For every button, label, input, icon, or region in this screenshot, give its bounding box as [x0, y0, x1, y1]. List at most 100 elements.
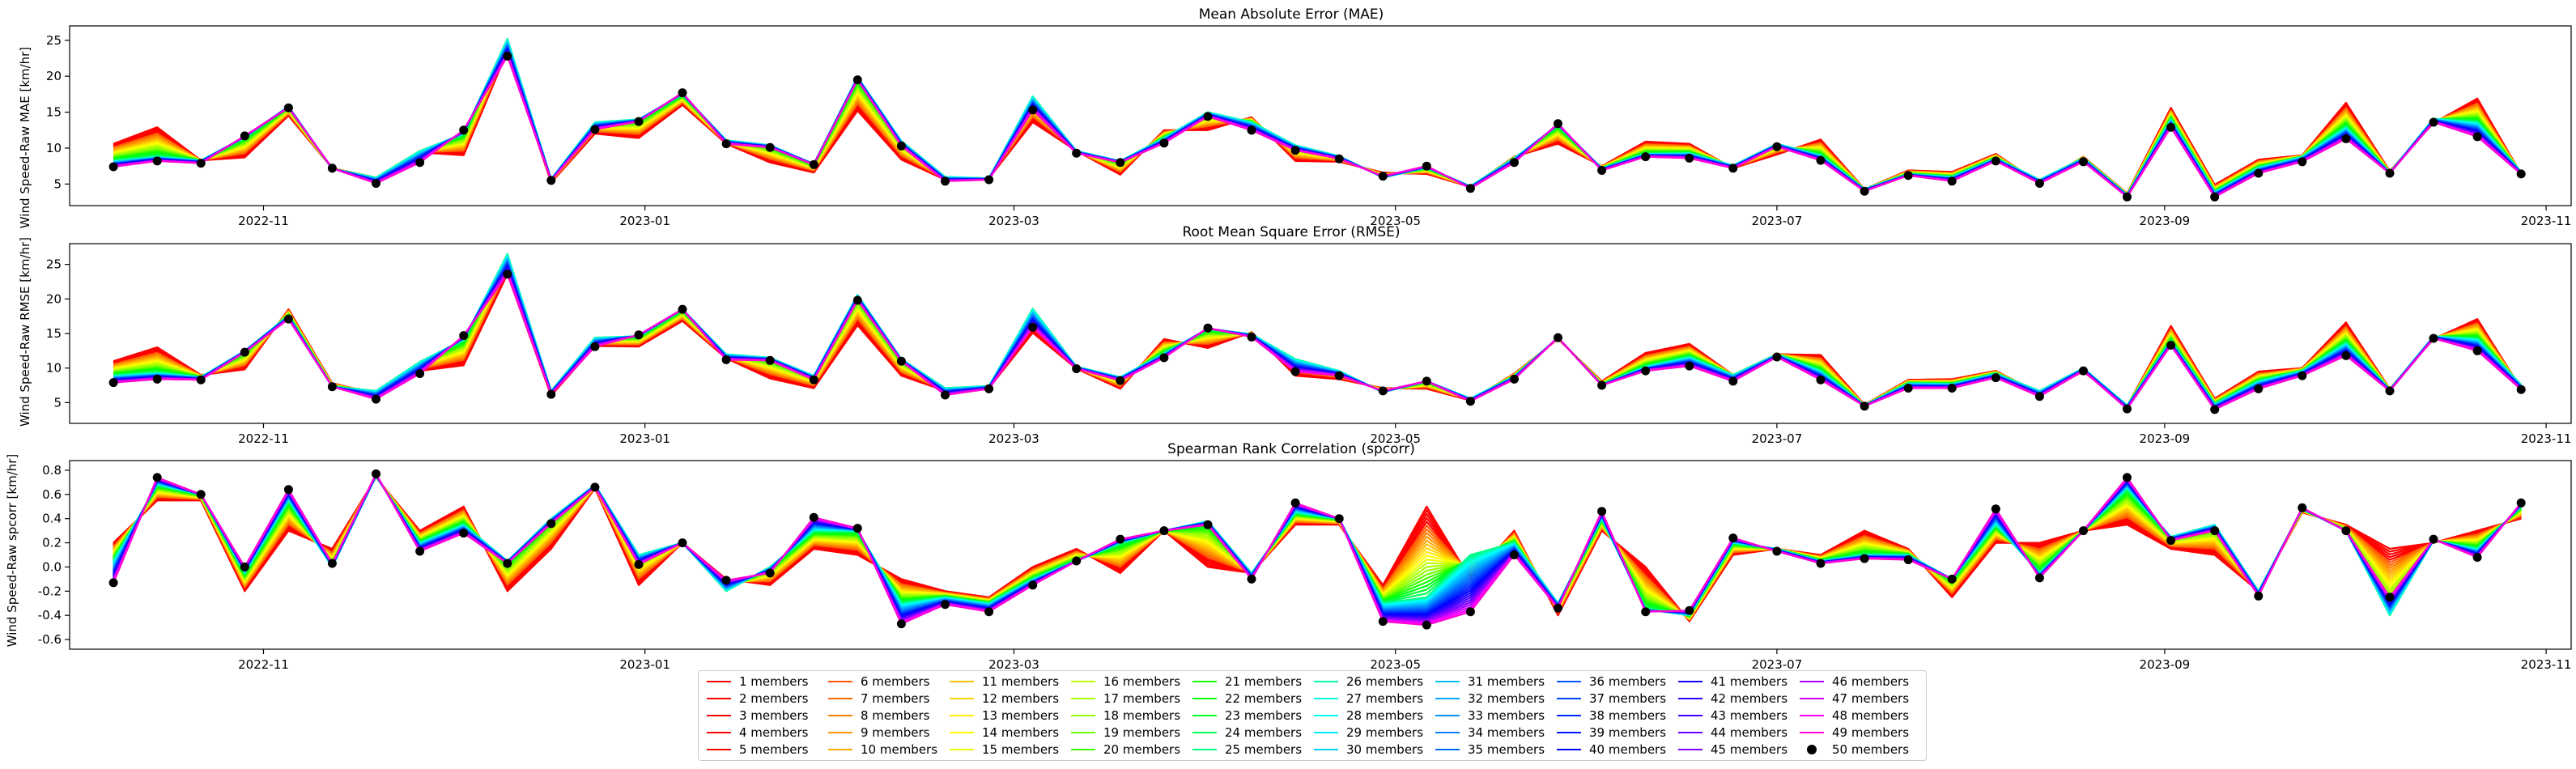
spcorr-point-50-members: [2034, 573, 2044, 583]
legend-line-swatch: [707, 731, 731, 733]
mae-point-50-members: [1028, 105, 1038, 115]
spcorr-ytick-label: 0.2: [42, 536, 62, 550]
legend-line-swatch: [1071, 731, 1095, 733]
spcorr-point-50-members: [765, 568, 775, 578]
rmse-xtick-label: 2023-11: [2521, 431, 2572, 446]
spcorr-point-50-members: [1116, 534, 1125, 544]
legend-label: 4 members: [739, 724, 809, 740]
spcorr-series-7-members: [113, 476, 2522, 621]
spcorr-point-50-members: [2429, 534, 2438, 544]
mae-point-50-members: [1772, 142, 1782, 151]
legend-item: 4 members: [707, 724, 828, 741]
spcorr-point-50-members: [2298, 503, 2307, 512]
legend-line-swatch: [1314, 748, 1338, 750]
rmse-ytick-label: 5: [53, 395, 62, 410]
spcorr-point-50-members: [1290, 498, 1300, 508]
spcorr-point-50-members: [546, 519, 556, 529]
spcorr-series-27-members: [113, 475, 2522, 616]
spcorr-series-26-members: [113, 475, 2522, 617]
legend-item: 21 members: [1192, 673, 1314, 690]
mae-point-50-members: [2210, 192, 2220, 202]
legend-line-swatch: [1192, 731, 1217, 733]
spcorr-point-50-members: [1597, 507, 1607, 516]
mae-series-16-members: [113, 42, 2523, 196]
rmse-point-50-members: [2034, 392, 2044, 401]
legend-item: 35 members: [1435, 741, 1557, 758]
mae-point-50-members: [1334, 154, 1344, 164]
legend-line-swatch: [1435, 714, 1460, 716]
legend-line-swatch: [1192, 748, 1217, 750]
legend-item: 44 members: [1678, 724, 1800, 741]
spcorr-point-50-members: [1028, 580, 1038, 590]
legend-line-swatch: [1678, 714, 1702, 716]
mae-point-50-members: [196, 159, 206, 168]
spcorr-point-50-members: [1816, 559, 1826, 568]
panel-rmse: Root Mean Square Error (RMSE) Wind Speed…: [18, 224, 2572, 446]
rmse-xtick-label: 2023-05: [1370, 431, 1421, 446]
rmse-point-50-members: [1159, 353, 1169, 363]
mae-point-50-members: [240, 131, 249, 141]
legend-line-swatch: [1435, 748, 1460, 750]
spcorr-ytick-label: 0.4: [42, 512, 62, 526]
mae-point-50-members: [1860, 186, 1869, 196]
rmse-ytick-label: 15: [46, 326, 62, 341]
rmse-point-50-members: [2429, 334, 2438, 343]
rmse-point-50-members: [240, 347, 249, 357]
spcorr-point-50-members: [459, 529, 469, 538]
legend-label: 43 members: [1711, 707, 1788, 723]
legend-item: 43 members: [1678, 707, 1800, 724]
spcorr-series-18-members: [113, 475, 2522, 618]
spcorr-point-50-members: [721, 576, 731, 585]
legend-item: 28 members: [1314, 707, 1435, 724]
rmse-ytick-label: 25: [46, 257, 62, 272]
legend-line-swatch: [707, 714, 731, 716]
rmse-point-50-members: [459, 331, 469, 341]
legend-label: 5 members: [739, 741, 809, 757]
spcorr-series-23-members: [113, 475, 2522, 617]
mae-point-50-members: [1116, 158, 1125, 168]
mae-point-50-members: [546, 176, 556, 185]
legend-label: 3 members: [739, 707, 809, 723]
mae-point-50-members: [2034, 179, 2044, 188]
spcorr-series-41-members: [113, 474, 2523, 618]
legend-item: 37 members: [1557, 690, 1678, 707]
spcorr-xtick-label: 2023-05: [1370, 657, 1421, 672]
legend-label: 40 members: [1589, 741, 1667, 757]
spcorr-point-50-members: [1772, 546, 1782, 556]
legend-label: 16 members: [1103, 673, 1181, 689]
rmse-ytick-label: 10: [46, 361, 62, 376]
legend-label: 9 members: [861, 724, 930, 740]
rmse-point-50-members: [2298, 371, 2307, 380]
spcorr-ytick-label: 0.6: [42, 487, 62, 502]
spcorr-xtick-label: 2023-07: [1752, 657, 1803, 672]
mae-point-50-members: [2429, 117, 2438, 127]
mae-xtick-label: 2022-11: [238, 214, 289, 228]
mae-point-50-members: [1991, 156, 2000, 166]
rmse-point-50-members: [1028, 322, 1038, 332]
mae-point-50-members: [1641, 152, 1651, 162]
spcorr-point-50-members: [152, 473, 162, 482]
spcorr-point-50-members: [1159, 526, 1169, 536]
spcorr-point-50-members: [1378, 617, 1388, 627]
mae-point-50-members: [2516, 169, 2526, 179]
spcorr-xtick-label: 2023-11: [2521, 657, 2572, 672]
legend-line-swatch: [950, 748, 974, 750]
legend-marker-swatch: [1800, 744, 1824, 754]
legend-label: 8 members: [861, 707, 930, 723]
rmse-point-50-members: [1247, 332, 1256, 342]
legend-label: 47 members: [1832, 690, 1910, 706]
legend-label: 36 members: [1589, 673, 1667, 689]
rmse-point-50-members: [1072, 364, 1082, 373]
spcorr-title: Spearman Rank Correlation (spcorr): [1167, 441, 1415, 457]
rmse-point-50-members: [503, 270, 512, 279]
legend-item: 24 members: [1192, 724, 1314, 741]
legend-item: 22 members: [1192, 690, 1314, 707]
legend-line-swatch: [1557, 731, 1581, 733]
mae-xtick-label: 2023-03: [988, 214, 1039, 228]
mae-point-50-members: [1422, 161, 1431, 171]
spcorr-point-50-members: [634, 559, 644, 569]
legend-item: 25 members: [1192, 741, 1314, 758]
rmse-point-50-members: [1554, 333, 1562, 342]
rmse-point-50-members: [372, 394, 380, 404]
legend-item: 41 members: [1678, 673, 1800, 690]
